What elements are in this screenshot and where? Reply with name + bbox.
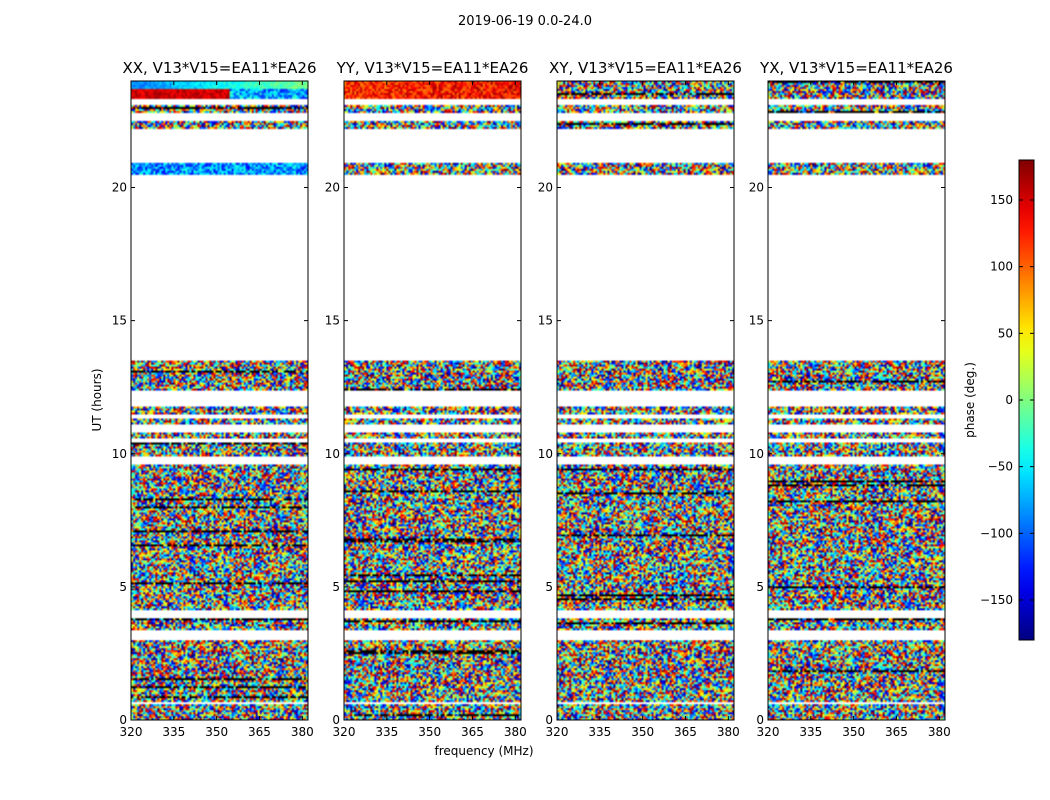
y-tick-label: 20 (538, 181, 553, 195)
colorbar-tick-label: 150 (990, 193, 1013, 207)
y-tick-label: 15 (325, 314, 340, 328)
colorbar-tick-label: −50 (988, 460, 1013, 474)
panel-3: YX, V13*V15=EA11*EA26 320 335 350 365 380 0 5 10… (749, 59, 953, 739)
x-tick-label: 365 (885, 725, 908, 739)
panel-frame (767, 80, 946, 721)
x-tick-label: 380 (928, 725, 951, 739)
colorbar-tick-label: 100 (990, 260, 1013, 274)
x-tick-label: 350 (842, 725, 865, 739)
y-tick-label: 15 (538, 314, 553, 328)
panel-1: YY, V13*V15=EA11*EA26 320 335 350 365 380 0 5 10… (325, 59, 529, 739)
panel-2: XY, V13*V15=EA11*EA26 320 335 350 365 380 0 5 10… (538, 59, 742, 739)
y-tick-label: 5 (332, 580, 340, 594)
colorbar-tick-label: −100 (980, 526, 1013, 540)
colorbar-tick-label: −150 (980, 593, 1013, 607)
y-tick-label: 5 (119, 580, 127, 594)
y-tick-label: 15 (749, 314, 764, 328)
x-tick-label: 335 (375, 725, 398, 739)
x-tick-label: 335 (799, 725, 822, 739)
panel-frame (130, 80, 309, 721)
phase-heatmap (344, 81, 521, 720)
x-tick-label: 365 (674, 725, 697, 739)
phase-heatmap (768, 81, 945, 720)
figure-suptitle: 2019-06-19 0.0-24.0 (458, 14, 592, 29)
colorbar-tick-label: 0 (1005, 393, 1013, 407)
x-tick-label: 380 (717, 725, 740, 739)
panel-frame (343, 80, 522, 721)
y-tick-label: 5 (756, 580, 764, 594)
y-tick-label: 0 (545, 713, 553, 727)
y-tick-label: 0 (119, 713, 127, 727)
x-tick-label: 320 (120, 725, 143, 739)
y-tick-label: 10 (112, 447, 127, 461)
x-tick-label: 380 (504, 725, 527, 739)
x-tick-label: 320 (546, 725, 569, 739)
panel-frame (556, 80, 735, 721)
panel-0: XX, V13*V15=EA11*EA26 320 335 350 365 380 0 5 10… (112, 59, 317, 739)
x-tick-label: 365 (461, 725, 484, 739)
y-tick-label: 0 (332, 713, 340, 727)
x-tick-label: 350 (418, 725, 441, 739)
colorbar-tick-label: 50 (998, 326, 1013, 340)
colorbar-label: phase (deg.) (963, 362, 977, 438)
colorbar: 150 100 50 0 −50 −100 −150 (980, 159, 1035, 641)
x-tick-label: 320 (757, 725, 780, 739)
panel-title: YY, V13*V15=EA11*EA26 (336, 59, 529, 77)
phase-heatmap (557, 81, 734, 720)
y-tick-label: 10 (749, 447, 764, 461)
x-tick-label: 365 (248, 725, 271, 739)
y-tick-label: 20 (112, 181, 127, 195)
y-tick-label: 0 (756, 713, 764, 727)
x-axis-label: frequency (MHz) (434, 744, 533, 758)
x-tick-label: 350 (205, 725, 228, 739)
x-tick-label: 335 (162, 725, 185, 739)
x-tick-label: 380 (291, 725, 314, 739)
x-tick-label: 350 (631, 725, 654, 739)
y-tick-label: 20 (325, 181, 340, 195)
y-tick-label: 20 (749, 181, 764, 195)
y-tick-label: 15 (112, 314, 127, 328)
panels: XX, V13*V15=EA11*EA26 320 335 350 365 380 0 5 10… (112, 59, 953, 739)
y-tick-label: 10 (538, 447, 553, 461)
phase-heatmap (131, 81, 308, 720)
panel-title: YX, V13*V15=EA11*EA26 (759, 59, 953, 77)
x-tick-label: 335 (588, 725, 611, 739)
panel-title: XX, V13*V15=EA11*EA26 (122, 59, 316, 77)
y-axis-label: UT (hours) (90, 368, 104, 431)
panel-title: XY, V13*V15=EA11*EA26 (549, 59, 742, 77)
y-tick-label: 5 (545, 580, 553, 594)
y-tick-label: 10 (325, 447, 340, 461)
x-tick-label: 320 (333, 725, 356, 739)
